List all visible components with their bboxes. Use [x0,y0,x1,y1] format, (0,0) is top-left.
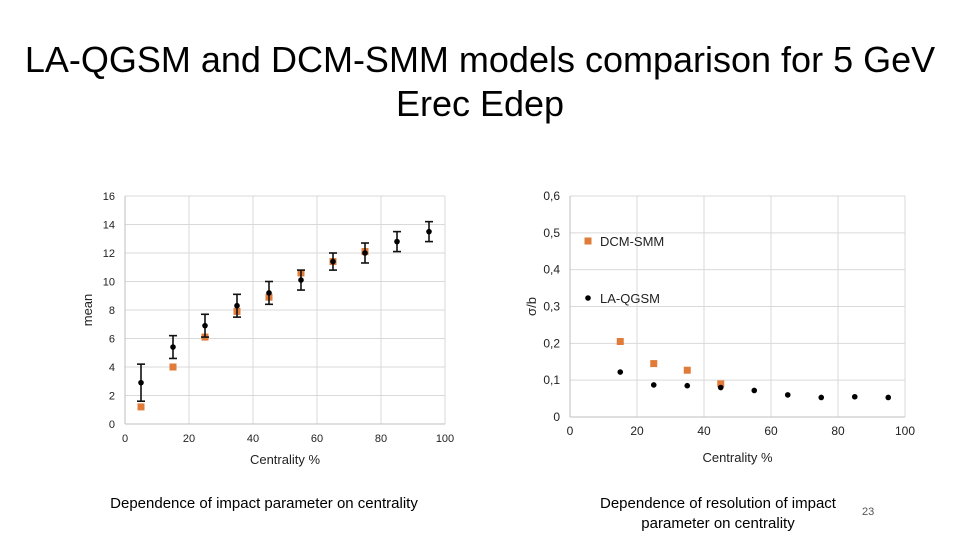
left-chart-caption: Dependence of impact parameter on centra… [110,495,418,512]
left-xtick-label: 0 [122,433,128,445]
right-ytick-label: 0 [553,410,560,424]
right-y-axis-label: σ/b [524,297,539,316]
left-data-point-dot [330,258,336,265]
right-xtick-label: 20 [630,424,644,438]
right-x-axis-label: Centrality % [702,450,773,465]
right-xtick-label: 0 [567,424,574,438]
left-data-point-dot [394,238,400,245]
left-ytick-label: 0 [109,419,115,431]
right-data-point-dot [751,387,758,394]
left-xtick-label: 60 [311,433,323,445]
left-data-point-square [137,403,145,411]
left-xtick-label: 40 [247,433,259,445]
right-chart-caption: Dependence of resolution of impact param… [600,495,836,532]
left-data-point-dot [426,228,432,235]
right-data-point-dot [617,369,624,375]
right-data-point-dot [650,382,657,388]
right-data-point-dot [784,392,791,398]
right-data-point-dot [851,393,858,400]
left-ytick-label: 2 [109,391,115,403]
right-data-point-square [683,366,691,374]
left-data-point-dot [138,379,144,386]
right-legend-marker-dot [585,295,591,301]
left-data-point-dot [266,290,272,296]
left-ytick-label: 12 [103,248,115,260]
right-data-point-dot [818,394,825,401]
slide-number: 23 [862,506,875,518]
right-xtick-label: 80 [831,424,845,438]
right-ytick-label: 0,3 [543,300,560,314]
left-data-point-dot [362,250,368,256]
slide-title: LA-QGSM and DCM-SMM models comparison fo… [24,39,936,124]
right-data-point-square [717,380,725,388]
right-xtick-label: 40 [697,424,711,438]
left-data-point-dot [234,302,240,309]
left-data-point-dot [202,322,208,329]
right-ytick-label: 0,4 [543,263,560,277]
right-data-point-dot [684,382,691,389]
left-data-point-dot [170,344,176,350]
left-ytick-label: 14 [103,220,115,232]
left-x-axis-label: Centrality % [250,452,321,467]
left-ytick-label: 6 [109,334,115,346]
right-legend-marker-square [584,237,592,245]
left-ytick-label: 16 [103,191,115,203]
right-ytick-label: 0,2 [543,336,560,350]
left-xtick-label: 100 [436,433,454,445]
left-ytick-label: 8 [109,305,115,317]
left-xtick-label: 80 [375,433,387,445]
right-ytick-label: 0,6 [543,189,560,203]
right-xtick-label: 100 [895,424,915,438]
right-legend-label: LA-QGSM [600,291,660,306]
right-ytick-label: 0,1 [543,373,560,387]
left-data-point-dot [298,277,304,283]
left-ytick-label: 4 [109,362,115,374]
left-data-point-square [169,363,177,371]
left-y-axis-label: mean [80,294,95,327]
right-xtick-label: 60 [764,424,778,438]
right-ytick-label: 0,5 [543,226,560,240]
right-data-point-square [650,360,658,368]
right-data-point-square [616,337,624,345]
right-data-point-dot [717,384,724,391]
left-xtick-label: 20 [183,433,195,445]
right-data-point-dot [885,394,892,401]
right-legend-label: DCM-SMM [600,234,664,249]
left-ytick-label: 10 [103,277,115,289]
